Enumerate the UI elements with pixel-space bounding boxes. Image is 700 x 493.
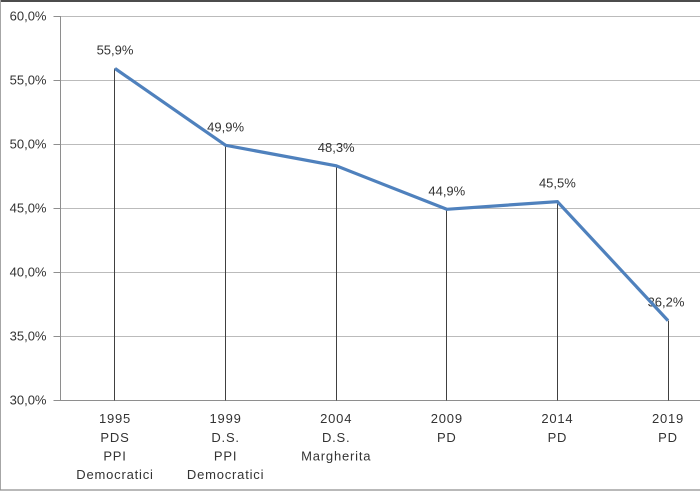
svg-text:50,0%: 50,0%	[10, 137, 47, 152]
svg-text:PD: PD	[658, 430, 678, 445]
svg-text:2004: 2004	[320, 411, 352, 426]
svg-text:D.S.: D.S.	[211, 430, 239, 445]
svg-text:2009: 2009	[431, 411, 463, 426]
svg-text:Margherita: Margherita	[301, 449, 371, 464]
svg-text:60,0%: 60,0%	[10, 9, 47, 24]
svg-text:1995: 1995	[99, 411, 131, 426]
svg-text:2014: 2014	[541, 411, 573, 426]
svg-text:Democratici: Democratici	[76, 467, 153, 482]
svg-text:44,9%: 44,9%	[428, 183, 465, 198]
svg-text:40,0%: 40,0%	[10, 265, 47, 280]
svg-text:2019: 2019	[652, 411, 684, 426]
svg-text:45,0%: 45,0%	[10, 201, 47, 216]
svg-text:49,9%: 49,9%	[207, 119, 244, 134]
svg-text:45,5%: 45,5%	[539, 176, 576, 191]
svg-text:1999: 1999	[210, 411, 242, 426]
svg-text:55,0%: 55,0%	[10, 73, 47, 88]
svg-text:35,0%: 35,0%	[10, 329, 47, 344]
svg-text:PD: PD	[437, 430, 457, 445]
svg-text:48,3%: 48,3%	[318, 140, 355, 155]
svg-text:36,2%: 36,2%	[648, 295, 685, 310]
svg-text:Democratici: Democratici	[187, 467, 264, 482]
svg-text:D.S.: D.S.	[322, 430, 350, 445]
svg-text:PD: PD	[548, 430, 568, 445]
svg-text:PPI: PPI	[103, 449, 126, 464]
svg-text:PPI: PPI	[214, 449, 237, 464]
svg-text:55,9%: 55,9%	[97, 43, 134, 58]
svg-text:30,0%: 30,0%	[10, 393, 47, 408]
svg-text:PDS: PDS	[100, 430, 129, 445]
